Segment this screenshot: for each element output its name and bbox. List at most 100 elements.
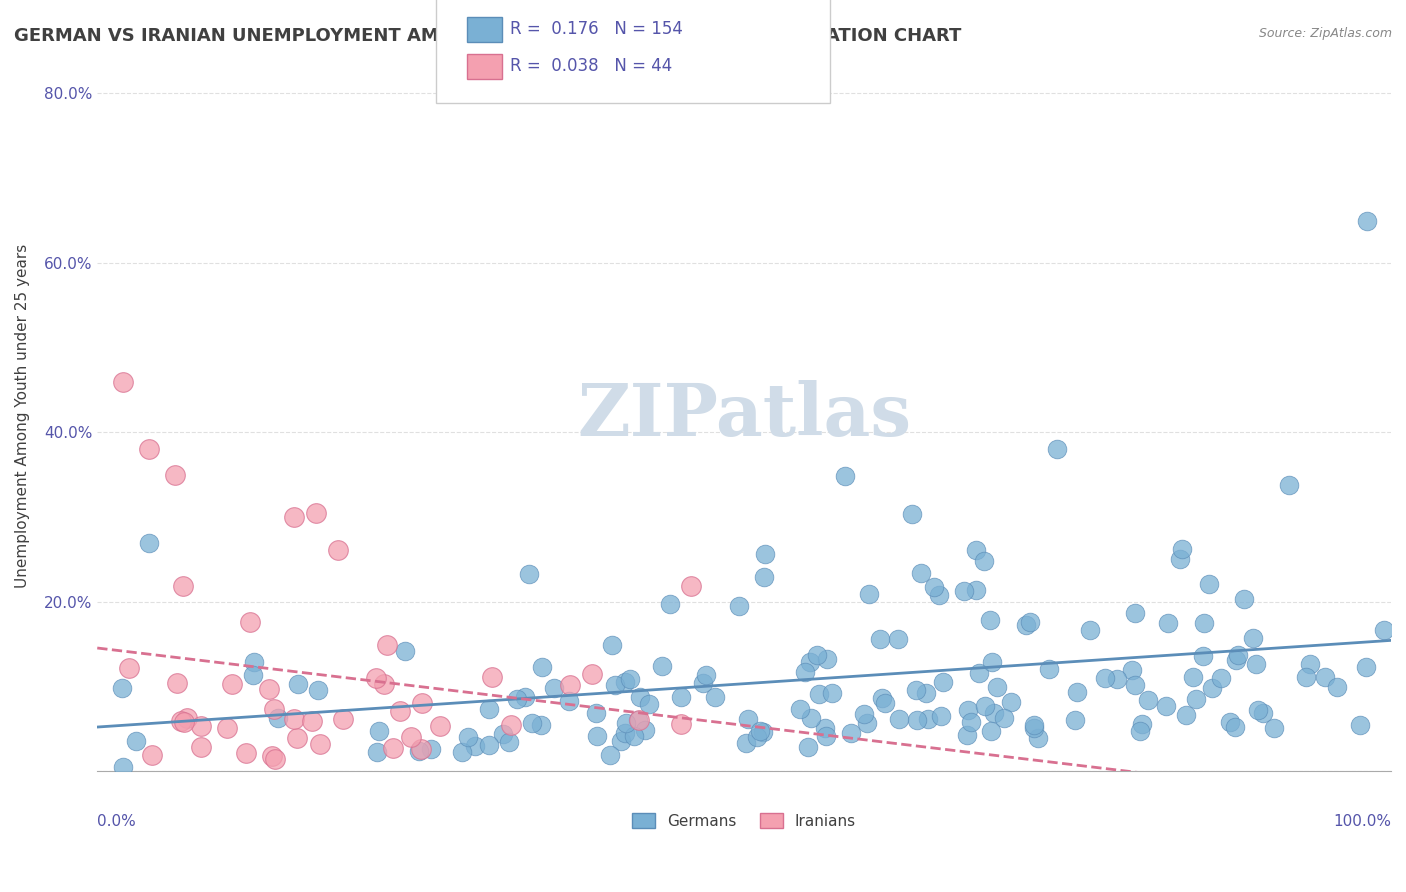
Germans (1227, 648, 1250, 663)
Germans (1000, 695, 1022, 709)
Germans (931, 675, 953, 690)
Iranians (172, 579, 194, 593)
Germans (793, 665, 815, 679)
Text: 100.0%: 100.0% (1333, 814, 1391, 829)
Germans (506, 692, 529, 706)
Iranians (388, 704, 411, 718)
Germans (752, 570, 775, 584)
Germans (752, 725, 775, 739)
Germans (408, 744, 430, 758)
Germans (796, 740, 818, 755)
Germans (993, 711, 1015, 725)
Germans (1348, 717, 1371, 731)
Germans (1080, 623, 1102, 637)
Y-axis label: Unemployment Among Youth under 25 years: Unemployment Among Youth under 25 years (15, 244, 30, 588)
Germans (957, 703, 980, 717)
Germans (800, 710, 823, 724)
Iranians (499, 717, 522, 731)
Germans (873, 696, 896, 710)
Germans (1223, 720, 1246, 734)
Germans (1192, 648, 1215, 663)
Germans (558, 693, 581, 707)
Germans (858, 587, 880, 601)
Germans (651, 659, 673, 673)
Germans (692, 676, 714, 690)
Germans (727, 599, 749, 613)
Germans (869, 632, 891, 646)
Germans (287, 676, 309, 690)
Germans (419, 741, 441, 756)
Germans (1219, 714, 1241, 729)
Germans (981, 655, 1004, 669)
Germans (983, 706, 1005, 721)
Germans (1123, 678, 1146, 692)
Text: R =  0.038   N = 44: R = 0.038 N = 44 (510, 57, 672, 75)
Germans (1354, 660, 1376, 674)
Germans (1064, 713, 1087, 727)
Germans (1201, 681, 1223, 695)
Iranians (308, 738, 330, 752)
Iranians (681, 579, 703, 593)
Germans (1105, 672, 1128, 686)
Germans (1046, 442, 1069, 457)
Germans (492, 727, 515, 741)
Germans (659, 597, 682, 611)
Iranians (263, 702, 285, 716)
Germans (1298, 657, 1320, 671)
Text: 0.0%: 0.0% (97, 814, 136, 829)
Germans (1295, 670, 1317, 684)
Germans (619, 672, 641, 686)
Germans (973, 554, 995, 568)
Iranians (304, 506, 326, 520)
Germans (242, 667, 264, 681)
Germans (1233, 592, 1256, 607)
Germans (530, 718, 553, 732)
Germans (856, 716, 879, 731)
Germans (815, 652, 838, 666)
Germans (610, 734, 633, 748)
Germans (1019, 615, 1042, 630)
Germans (531, 660, 554, 674)
Iranians (170, 714, 193, 728)
Germans (1022, 721, 1045, 735)
Germans (498, 735, 520, 749)
Germans (669, 690, 692, 704)
Germans (956, 728, 979, 742)
Iranians (411, 696, 433, 710)
Germans (1211, 671, 1233, 685)
Iranians (141, 747, 163, 762)
Iranians (429, 719, 451, 733)
Germans (807, 687, 830, 701)
Germans (627, 714, 650, 728)
Germans (1066, 685, 1088, 699)
Germans (517, 567, 540, 582)
Text: GERMAN VS IRANIAN UNEMPLOYMENT AMONG YOUTH UNDER 25 YEARS CORRELATION CHART: GERMAN VS IRANIAN UNEMPLOYMENT AMONG YOU… (14, 27, 962, 45)
Germans (242, 655, 264, 669)
Iranians (257, 681, 280, 696)
Germans (585, 706, 607, 720)
Germans (1015, 617, 1038, 632)
Germans (1038, 662, 1060, 676)
Iranians (176, 711, 198, 725)
Germans (901, 507, 924, 521)
Iranians (112, 375, 135, 389)
Germans (1372, 623, 1395, 637)
Iranians (166, 676, 188, 690)
Germans (634, 723, 657, 738)
Text: Source: ZipAtlas.com: Source: ZipAtlas.com (1258, 27, 1392, 40)
Germans (905, 714, 928, 728)
Germans (745, 730, 768, 744)
Germans (841, 726, 863, 740)
Germans (704, 690, 727, 705)
Germans (965, 543, 987, 558)
Germans (1355, 213, 1378, 227)
Germans (917, 712, 939, 726)
Iranians (215, 721, 238, 735)
Germans (543, 681, 565, 695)
Iranians (381, 740, 404, 755)
Germans (478, 702, 501, 716)
Iranians (283, 510, 305, 524)
Germans (967, 666, 990, 681)
Germans (1278, 478, 1301, 492)
Germans (1171, 541, 1194, 556)
